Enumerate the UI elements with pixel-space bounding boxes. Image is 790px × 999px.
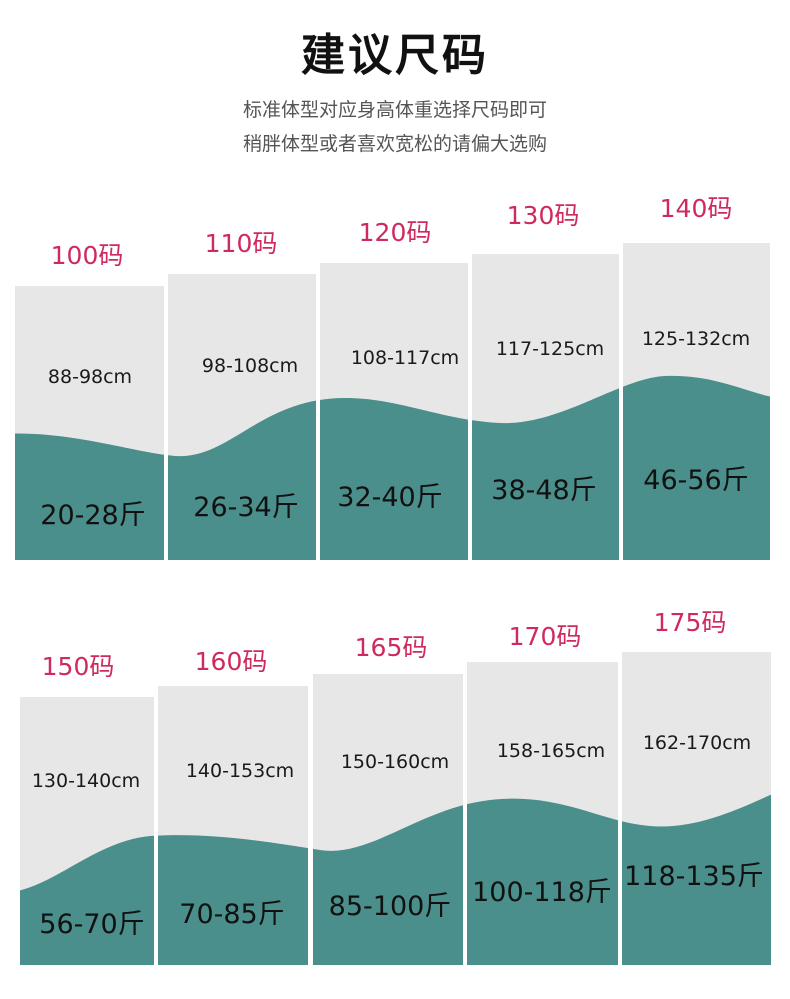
- height-label-120: 108-117cm: [350, 347, 460, 369]
- subtitle-loose: 稍胖体型或者喜欢宽松的请偏大选购: [242, 133, 547, 155]
- size-label-175: 175码: [653, 608, 727, 637]
- wave-top: [15, 375, 770, 560]
- size-label-140: 140码: [659, 194, 733, 223]
- size-label-110: 110码: [204, 229, 278, 258]
- weight-label-150: 56-70斤: [39, 909, 145, 940]
- height-label-165: 150-160cm: [340, 751, 450, 773]
- height-label-160: 140-153cm: [185, 760, 295, 782]
- weight-label-120: 32-40斤: [337, 482, 443, 513]
- weight-label-100: 20-28斤: [40, 500, 146, 531]
- size-label-150: 150码: [41, 652, 115, 681]
- height-label-140: 125-132cm: [641, 328, 751, 350]
- weight-label-170: 100-118斤: [472, 877, 612, 908]
- weight-label-165: 85-100斤: [328, 891, 452, 922]
- weight-label-110: 26-34斤: [193, 492, 299, 523]
- height-label-170: 158-165cm: [496, 740, 606, 762]
- height-label-100: 88-98cm: [47, 366, 133, 388]
- subtitle-standard: 标准体型对应身高体重选择尺码即可: [242, 99, 547, 121]
- height-label-175: 162-170cm: [642, 732, 752, 754]
- height-label-130: 117-125cm: [495, 338, 605, 360]
- size-label-120: 120码: [358, 218, 432, 247]
- weight-label-140: 46-56斤: [643, 465, 749, 496]
- height-label-150: 130-140cm: [31, 770, 141, 792]
- size-label-130: 130码: [506, 201, 580, 230]
- height-label-110: 98-108cm: [201, 355, 299, 377]
- weight-label-175: 118-135斤: [624, 861, 764, 892]
- size-label-170: 170码: [508, 622, 582, 651]
- page-title: 建议尺码: [301, 30, 489, 81]
- weight-label-130: 38-48斤: [491, 475, 597, 506]
- weight-label-160: 70-85斤: [179, 899, 285, 930]
- size-label-100: 100码: [50, 241, 124, 270]
- size-label-160: 160码: [194, 647, 268, 676]
- size-label-165: 165码: [354, 633, 428, 662]
- wave-bottom: [20, 786, 771, 965]
